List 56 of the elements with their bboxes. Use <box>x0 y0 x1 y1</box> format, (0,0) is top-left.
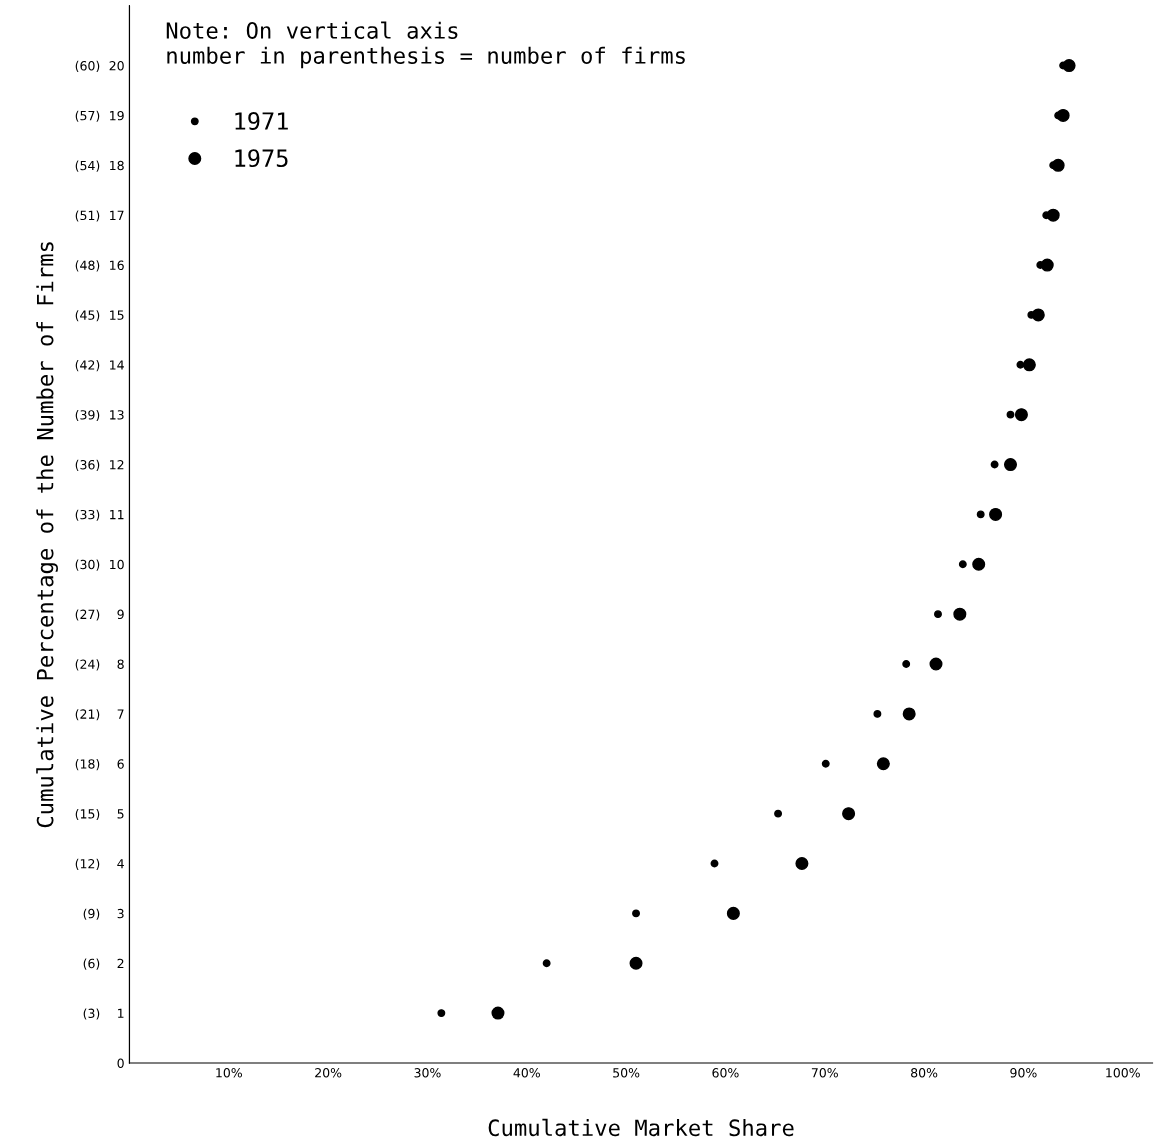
y-tick-label: (24) <box>75 659 100 671</box>
y-tick-label: (60) <box>75 60 100 72</box>
x-tick-label: 100% <box>1106 1068 1140 1078</box>
y-tick-label: (42) <box>75 360 100 372</box>
x-tick-label: 90% <box>1010 1068 1037 1078</box>
y2-tick-label: 19 <box>110 110 124 121</box>
y2-tick-label: 7 <box>117 709 124 719</box>
y2-tick-label: 9 <box>117 609 124 620</box>
y2-tick-label: 20 <box>109 61 124 71</box>
y2-tick-label: 10 <box>110 559 124 570</box>
legend-label: 1975 <box>235 149 288 168</box>
y-tick-label: (30) <box>75 559 100 571</box>
x-tick-label: 20% <box>315 1068 342 1078</box>
y2-tick-label: 14 <box>110 360 124 370</box>
x-tick-label: 70% <box>811 1068 838 1078</box>
y-tick-label: (21) <box>75 709 100 721</box>
y2-tick-label: 5 <box>117 809 124 819</box>
x-tick-label: 60% <box>712 1068 739 1078</box>
y2-tick-label: 2 <box>117 958 124 968</box>
y2-tick-label: 1 <box>118 1008 124 1018</box>
y2-tick-label: 16 <box>110 260 124 270</box>
y-tick-label: (15) <box>75 808 100 821</box>
y2-tick-label: 4 <box>117 859 124 869</box>
y-tick-label: (45) <box>75 310 100 322</box>
y-tick-label: (18) <box>75 759 100 771</box>
y-tick-label: (39) <box>75 409 100 422</box>
y2-tick-label: 17 <box>110 210 124 220</box>
x-tick-label: 30% <box>414 1068 441 1078</box>
x-tick-label: 50% <box>613 1068 640 1078</box>
x-axis-title: Cumulative Market Share <box>488 1118 794 1137</box>
y2-tick-label: 3 <box>117 908 124 919</box>
y2-tick-label: 12 <box>110 460 124 470</box>
y-tick-label: (51) <box>75 210 100 222</box>
y2-tick-label: 11 <box>110 510 124 520</box>
y-tick-label: (12) <box>75 858 100 870</box>
y2-tick-label: 18 <box>110 160 124 171</box>
y2-tick-label: 13 <box>110 410 124 420</box>
y-tick-label: (48) <box>75 260 100 272</box>
x-tick-label: 40% <box>513 1068 540 1078</box>
y-axis-title: Cumulative Percentage of the Number of Firms <box>36 242 58 828</box>
annotation: Note: On vertical axis number in parenthesis = number of firms <box>166 21 685 69</box>
y2-tick-label: 0 <box>117 1058 124 1068</box>
y-tick-label: (36) <box>75 459 100 471</box>
y-tick-label: (27) <box>75 609 100 621</box>
y2-tick-label: 8 <box>117 659 124 669</box>
x-tick-label: 80% <box>911 1068 938 1078</box>
x-tick-label: 10% <box>216 1068 242 1078</box>
y-tick-label: (9) <box>83 908 100 920</box>
y-tick-label: (3) <box>83 1008 100 1020</box>
legend-label: 1971 <box>235 112 288 130</box>
y-tick-label: (54) <box>75 160 100 172</box>
y2-tick-label: 6 <box>117 759 124 769</box>
y2-tick-label: 15 <box>110 310 124 320</box>
y-tick-label: (57) <box>75 110 100 122</box>
y-tick-label: (33) <box>75 509 100 521</box>
y-tick-label: (6) <box>83 958 100 970</box>
